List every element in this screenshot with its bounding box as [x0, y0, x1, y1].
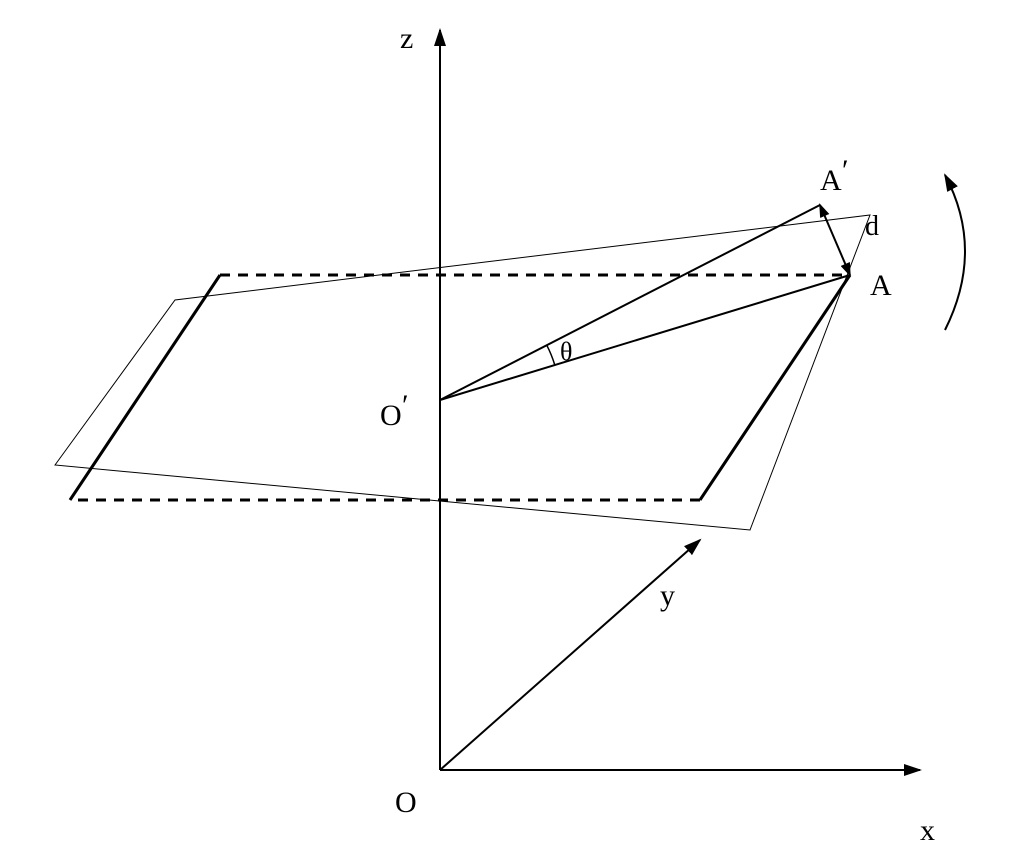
rotation-arrow	[945, 175, 965, 330]
rotation-diagram: z x y O O ′ A A ′ d θ	[0, 0, 1016, 861]
svg-text:′: ′	[842, 154, 849, 187]
plane-original	[70, 275, 850, 500]
svg-text:′: ′	[402, 389, 409, 422]
label-y: y	[660, 579, 675, 612]
label-z: z	[400, 22, 413, 55]
label-A: A	[870, 269, 892, 302]
label-O: O	[395, 786, 417, 819]
label-x: x	[920, 814, 935, 847]
label-d: d	[865, 211, 879, 242]
label-O-prime: O ′	[380, 389, 409, 432]
svg-text:O: O	[380, 399, 402, 432]
svg-text:A: A	[820, 164, 842, 197]
theta-arc	[547, 345, 555, 365]
d-arrow	[820, 205, 850, 275]
plane-rotated	[55, 215, 870, 530]
label-theta: θ	[560, 337, 572, 366]
label-A-prime: A ′	[820, 154, 849, 197]
y-axis	[440, 540, 700, 770]
